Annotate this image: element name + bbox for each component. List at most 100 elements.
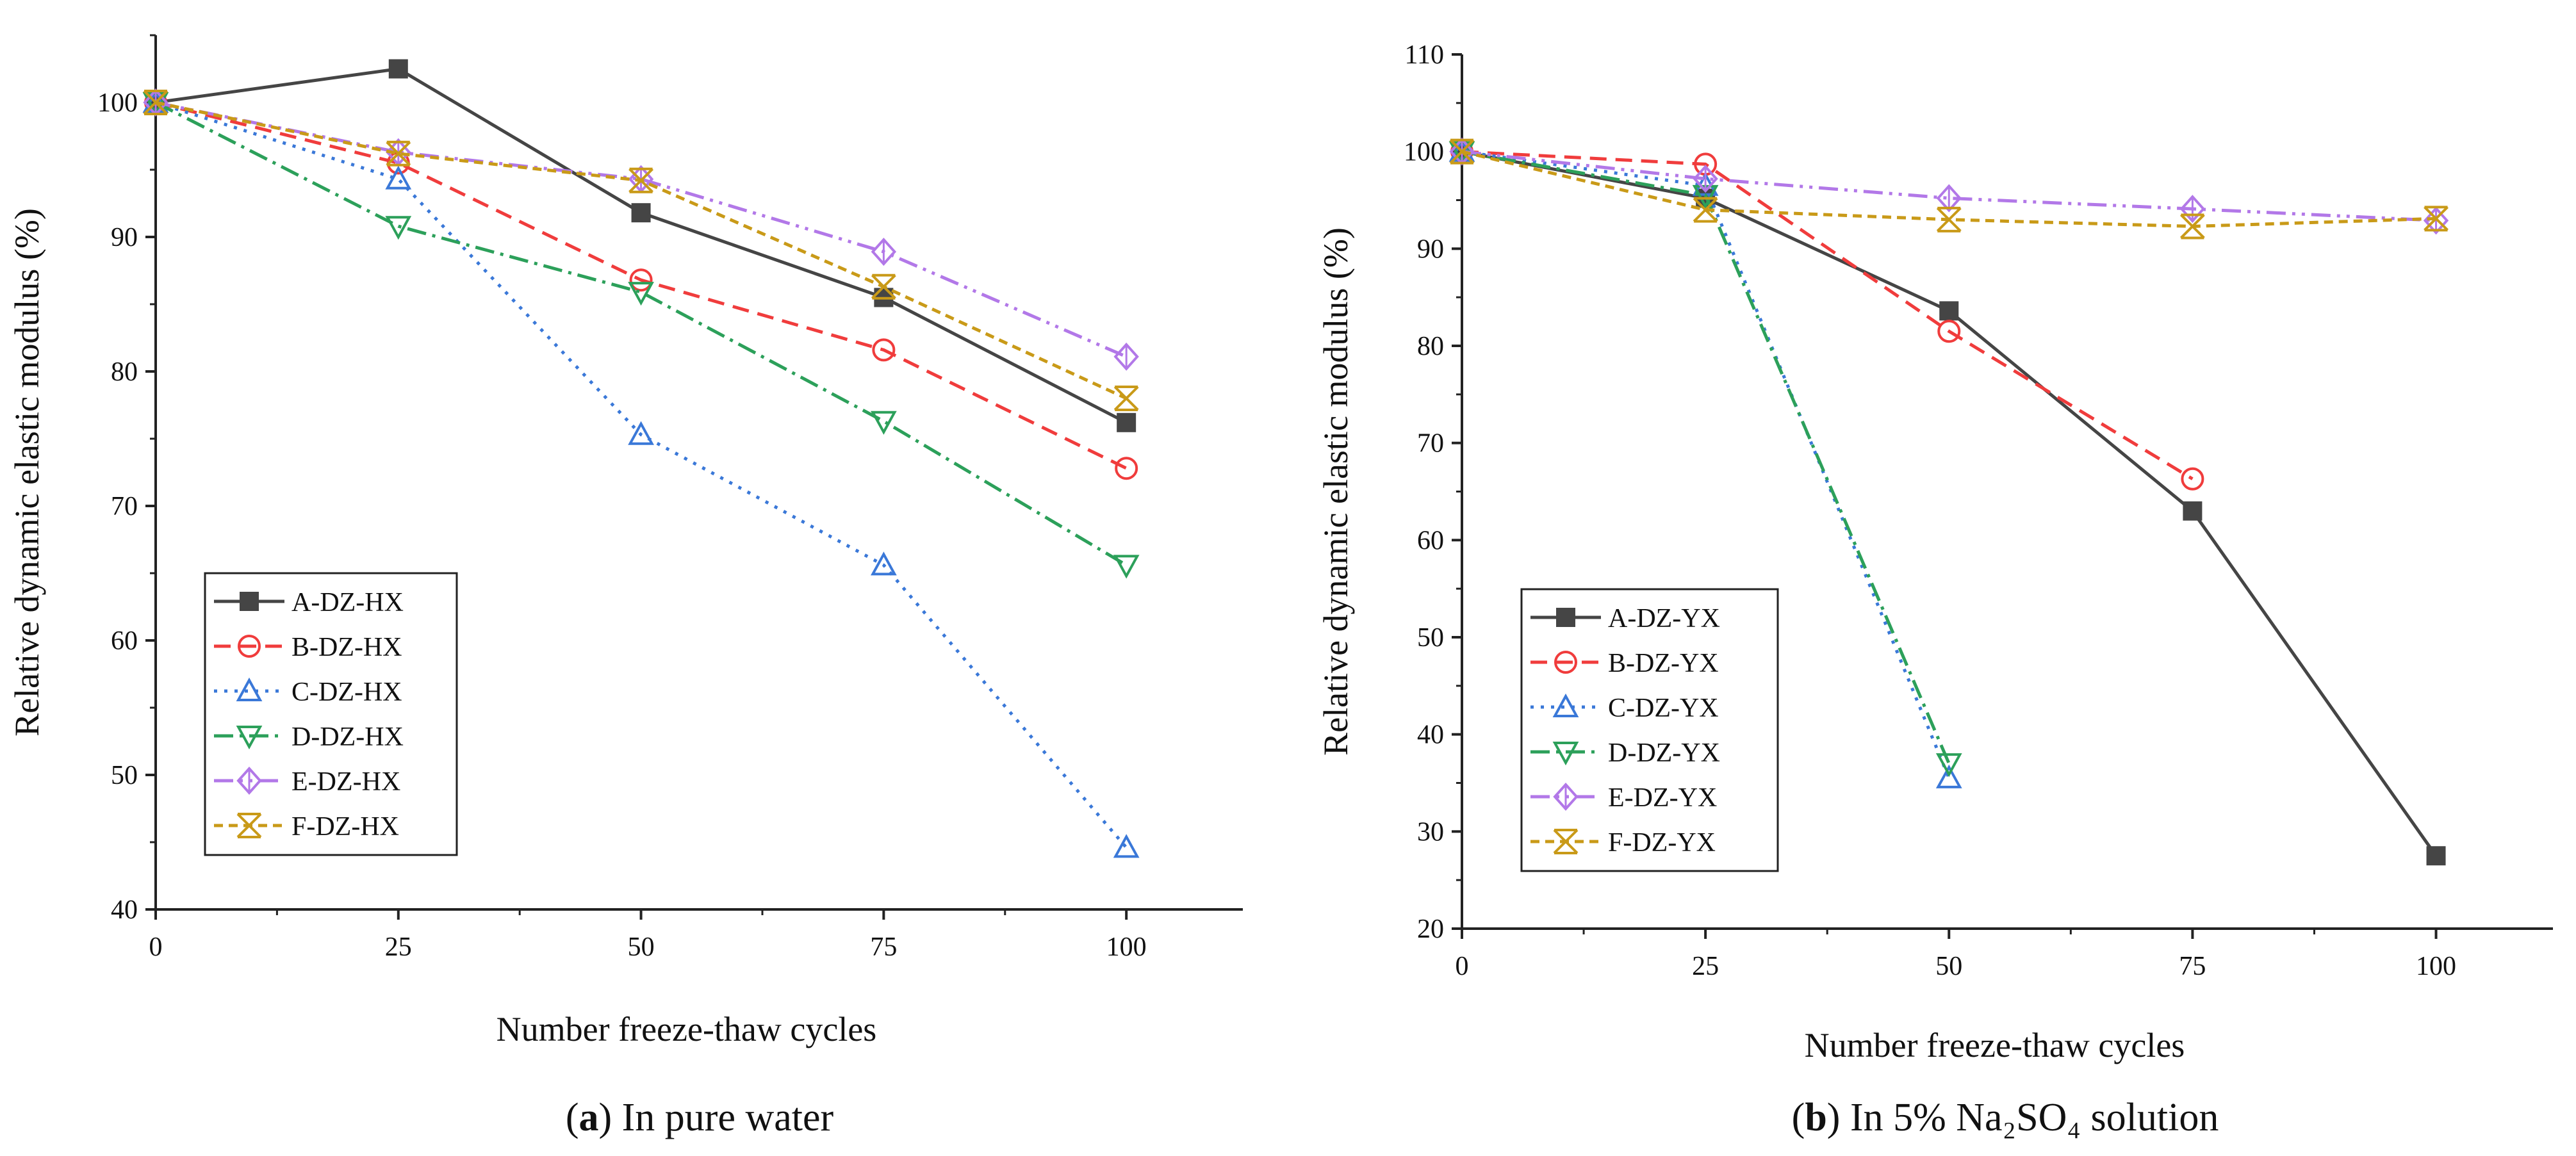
data-point xyxy=(628,421,654,445)
x-tick-label: 100 xyxy=(2416,952,2456,981)
data-point xyxy=(1449,138,1475,165)
data-point xyxy=(1935,764,1962,788)
y-tick-label: 100 xyxy=(97,88,138,118)
y-tick-label: 40 xyxy=(111,895,138,925)
series-F-DZ-HX xyxy=(143,90,1139,411)
marker-x-stroke xyxy=(1693,197,1718,223)
data-point xyxy=(2179,195,2206,224)
x-tick-label: 50 xyxy=(1935,952,1962,981)
data-point xyxy=(2181,467,2204,491)
legend-marker xyxy=(238,635,261,658)
panel-caption: (a) In pure water xyxy=(566,1096,834,1139)
legend-label: E-DZ-YX xyxy=(1608,783,1717,813)
y-tick-label: 100 xyxy=(1404,138,1444,167)
data-point xyxy=(1113,834,1140,858)
caption-text: In pure water xyxy=(612,1096,833,1139)
marker-x-stroke xyxy=(1936,207,1962,232)
y-tick-label: 110 xyxy=(1405,40,1444,70)
x-tick-label: 75 xyxy=(2179,952,2206,981)
data-point xyxy=(1113,555,1140,579)
caption-text: In 5% Na₂SO₄ solution xyxy=(1840,1096,2219,1139)
series-line xyxy=(155,101,1128,470)
y-tick-label: 80 xyxy=(1417,332,1444,361)
legend-label: F-DZ-HX xyxy=(291,812,399,842)
data-point xyxy=(871,551,897,576)
data-point xyxy=(1939,301,1959,321)
series-line xyxy=(155,101,1128,359)
data-point xyxy=(1936,184,1962,213)
x-tick-label: 25 xyxy=(385,932,412,962)
legend-marker xyxy=(1554,651,1577,674)
series-line xyxy=(155,101,1128,400)
data-point xyxy=(1693,165,1718,193)
legend-marker xyxy=(1553,783,1579,811)
data-point xyxy=(143,90,168,115)
legend-marker xyxy=(1552,742,1579,766)
data-point xyxy=(631,203,651,223)
caption-letter: b xyxy=(1805,1096,1826,1139)
data-point xyxy=(2179,213,2205,240)
legend-label: C-DZ-YX xyxy=(1608,694,1719,723)
data-point xyxy=(1693,197,1718,223)
data-point xyxy=(2183,501,2203,521)
data-point xyxy=(1117,412,1136,432)
legend-marker xyxy=(236,767,262,795)
y-tick-label: 30 xyxy=(1417,817,1444,847)
legend-marker xyxy=(1553,829,1579,854)
series-line xyxy=(154,101,1128,567)
legend-label: F-DZ-YX xyxy=(1608,828,1716,858)
series-B-DZ-YX xyxy=(1450,140,2204,491)
data-point xyxy=(2424,206,2449,232)
data-point xyxy=(871,411,897,435)
legend-marker xyxy=(236,726,263,750)
marker-x-stroke xyxy=(1113,386,1139,411)
legend-marker xyxy=(1552,693,1579,717)
data-point xyxy=(628,167,654,193)
legend-box xyxy=(204,572,458,856)
legend-label: E-DZ-HX xyxy=(291,767,400,797)
data-point xyxy=(385,216,412,240)
data-point xyxy=(629,268,653,292)
y-axis-title: Relative dynamic elastic modulus (%) xyxy=(1317,227,1355,756)
series-line xyxy=(155,101,1128,849)
y-tick-label: 80 xyxy=(111,357,138,387)
data-point xyxy=(1113,342,1139,371)
series-line xyxy=(1461,150,1951,765)
data-point xyxy=(871,238,897,266)
marker-x-stroke xyxy=(386,141,411,167)
marker-x-stroke xyxy=(628,168,654,193)
x-tick-label: 0 xyxy=(149,932,163,962)
marker-x-stroke xyxy=(143,90,168,115)
data-point xyxy=(872,338,896,362)
legend-label: A-DZ-HX xyxy=(291,588,404,617)
y-axis-title: Relative dynamic elastic modulus (%) xyxy=(8,208,46,737)
x-tick-label: 75 xyxy=(870,932,897,962)
y-tick-label: 60 xyxy=(1417,526,1444,555)
data-point xyxy=(386,140,411,167)
caption-letter: a xyxy=(579,1096,599,1139)
y-tick-label: 40 xyxy=(1417,720,1444,750)
panel-b: 20 30 40 50 60 70 80 90 100 110 0 25 50 75 100 Number f… xyxy=(1317,40,2553,1139)
data-point xyxy=(1937,320,1961,343)
legend-label: D-DZ-YX xyxy=(1608,738,1720,768)
data-point xyxy=(2426,846,2446,866)
legend: A-DZ-YX B-DZ-YX C-DZ-YX D-DZ-YX E-DZ-YX F-DZ-… xyxy=(1520,588,1779,872)
data-point xyxy=(871,273,896,300)
legend-label: B-DZ-YX xyxy=(1608,649,1719,678)
data-point xyxy=(628,282,654,306)
x-tick-label: 0 xyxy=(1456,952,1469,981)
legend-label: C-DZ-HX xyxy=(291,678,402,707)
series-line xyxy=(155,67,1128,425)
panel-caption: (b) In 5% Na₂SO₄ solution xyxy=(1792,1096,2219,1139)
data-point xyxy=(1936,206,1962,232)
data-point xyxy=(1935,753,1962,777)
legend-label: B-DZ-HX xyxy=(291,633,402,662)
x-tick-label: 25 xyxy=(1692,952,1719,981)
x-axis-title: Number freeze-thaw cycles xyxy=(496,1010,877,1048)
marker-x-stroke xyxy=(236,813,262,838)
x-tick-label: 50 xyxy=(628,932,655,962)
marker-x-stroke xyxy=(1449,139,1475,165)
legend-marker xyxy=(236,813,262,838)
data-point xyxy=(1115,457,1138,480)
